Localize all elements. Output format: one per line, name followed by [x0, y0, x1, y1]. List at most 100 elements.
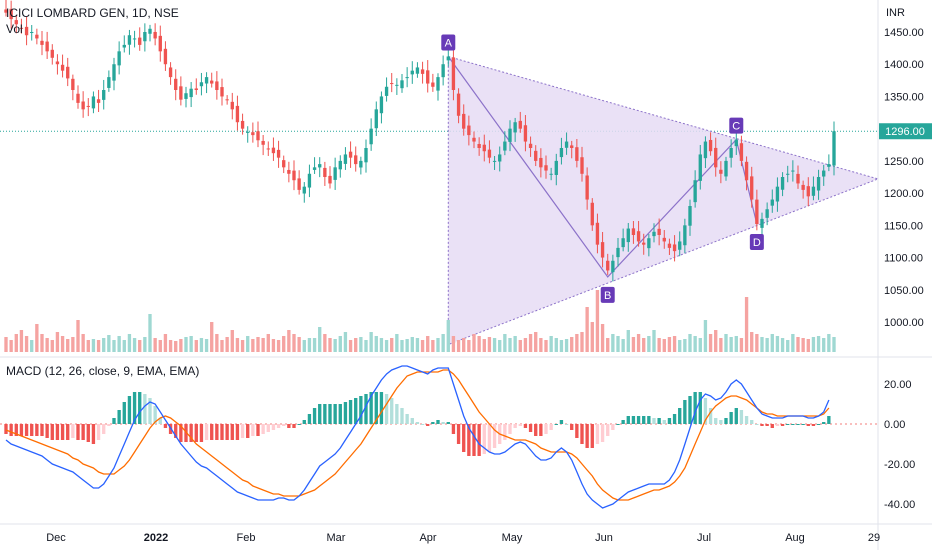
- candle-body[interactable]: [400, 80, 404, 89]
- candle-body[interactable]: [24, 26, 29, 36]
- candle-body[interactable]: [76, 93, 80, 103]
- candle-body[interactable]: [606, 260, 610, 271]
- candle-body[interactable]: [662, 237, 666, 242]
- candle-body[interactable]: [719, 169, 723, 174]
- candle-body[interactable]: [822, 170, 826, 177]
- candle-body[interactable]: [112, 64, 116, 81]
- candle-body[interactable]: [678, 241, 682, 250]
- candle-body[interactable]: [595, 222, 600, 245]
- candle-body[interactable]: [503, 141, 507, 151]
- candle-body[interactable]: [744, 161, 749, 181]
- candle-body[interactable]: [96, 99, 101, 103]
- candle-body[interactable]: [364, 148, 368, 163]
- candle-body[interactable]: [405, 77, 409, 79]
- candle-body[interactable]: [374, 109, 378, 129]
- candle-body[interactable]: [60, 64, 65, 71]
- candle-body[interactable]: [523, 125, 528, 142]
- candle-body[interactable]: [9, 8, 13, 20]
- candle-body[interactable]: [462, 113, 466, 129]
- candle-body[interactable]: [14, 20, 18, 25]
- candle-body[interactable]: [343, 154, 348, 164]
- candle-body[interactable]: [4, 9, 8, 13]
- candle-body[interactable]: [611, 260, 615, 273]
- candle-body[interactable]: [138, 37, 142, 45]
- candle-body[interactable]: [235, 105, 240, 123]
- candle-body[interactable]: [832, 131, 836, 166]
- candle-body[interactable]: [801, 184, 805, 190]
- candle-body[interactable]: [204, 77, 209, 84]
- candle-body[interactable]: [672, 244, 677, 252]
- candle-body[interactable]: [575, 147, 579, 161]
- candle-body[interactable]: [426, 70, 430, 84]
- candle-body[interactable]: [55, 61, 60, 65]
- candle-body[interactable]: [693, 180, 697, 203]
- candle-body[interactable]: [647, 238, 651, 249]
- candle-body[interactable]: [66, 66, 70, 79]
- candle-body[interactable]: [86, 105, 90, 107]
- candle-body[interactable]: [297, 178, 301, 190]
- candle-body[interactable]: [534, 150, 538, 161]
- candle-body[interactable]: [796, 173, 800, 184]
- candle-body[interactable]: [564, 141, 569, 148]
- candle-body[interactable]: [292, 170, 296, 181]
- candle-body[interactable]: [580, 157, 584, 174]
- candle-body[interactable]: [652, 231, 656, 237]
- candle-body[interactable]: [30, 32, 34, 33]
- candle-body[interactable]: [570, 145, 574, 148]
- candle-body[interactable]: [806, 186, 810, 197]
- candle-body[interactable]: [739, 143, 744, 161]
- candle-body[interactable]: [492, 160, 497, 162]
- candle-body[interactable]: [91, 96, 96, 109]
- candle-body[interactable]: [354, 155, 358, 165]
- candle-body[interactable]: [518, 120, 522, 129]
- candle-body[interactable]: [698, 154, 702, 181]
- candle-body[interactable]: [775, 186, 780, 202]
- candle-body[interactable]: [441, 64, 445, 78]
- candle-body[interactable]: [199, 82, 204, 87]
- candle-body[interactable]: [508, 128, 512, 142]
- candle-body[interactable]: [683, 225, 687, 246]
- candle-body[interactable]: [210, 80, 214, 84]
- candle-body[interactable]: [549, 173, 553, 175]
- candle-body[interactable]: [338, 160, 342, 170]
- candle-body[interactable]: [636, 231, 641, 242]
- candle-body[interactable]: [369, 128, 373, 145]
- candle-body[interactable]: [415, 67, 420, 74]
- candle-body[interactable]: [163, 48, 168, 65]
- candle-body[interactable]: [45, 41, 49, 52]
- candle-body[interactable]: [318, 164, 322, 168]
- candle-body[interactable]: [307, 173, 312, 188]
- candle-body[interactable]: [282, 160, 286, 168]
- candle-body[interactable]: [446, 56, 450, 61]
- candle-body[interactable]: [148, 28, 152, 34]
- candle-body[interactable]: [724, 160, 728, 177]
- candle-body[interactable]: [348, 151, 353, 158]
- candle-body[interactable]: [225, 99, 229, 101]
- candle-body[interactable]: [528, 143, 533, 148]
- candle-body[interactable]: [261, 140, 265, 145]
- candle-body[interactable]: [703, 141, 708, 159]
- candle-body[interactable]: [714, 147, 718, 168]
- candle-body[interactable]: [590, 202, 594, 226]
- candle-body[interactable]: [179, 86, 183, 100]
- candle-body[interactable]: [451, 57, 456, 90]
- candle-body[interactable]: [755, 199, 759, 225]
- candle-body[interactable]: [102, 90, 106, 100]
- candle-body[interactable]: [312, 167, 317, 170]
- candle-body[interactable]: [215, 81, 219, 90]
- candle-body[interactable]: [220, 87, 224, 97]
- candle-body[interactable]: [143, 32, 147, 42]
- candle-body[interactable]: [811, 186, 816, 196]
- candle-body[interactable]: [302, 186, 306, 194]
- candle-body[interactable]: [194, 88, 198, 90]
- candle-body[interactable]: [384, 86, 389, 96]
- candle-body[interactable]: [780, 177, 785, 190]
- candle-body[interactable]: [585, 175, 589, 200]
- candle-body[interactable]: [184, 93, 188, 99]
- candle-body[interactable]: [816, 177, 821, 191]
- candle-body[interactable]: [456, 93, 461, 116]
- candle-body[interactable]: [390, 83, 394, 85]
- candle-body[interactable]: [765, 209, 769, 218]
- candle-body[interactable]: [642, 242, 646, 245]
- candle-body[interactable]: [667, 243, 672, 248]
